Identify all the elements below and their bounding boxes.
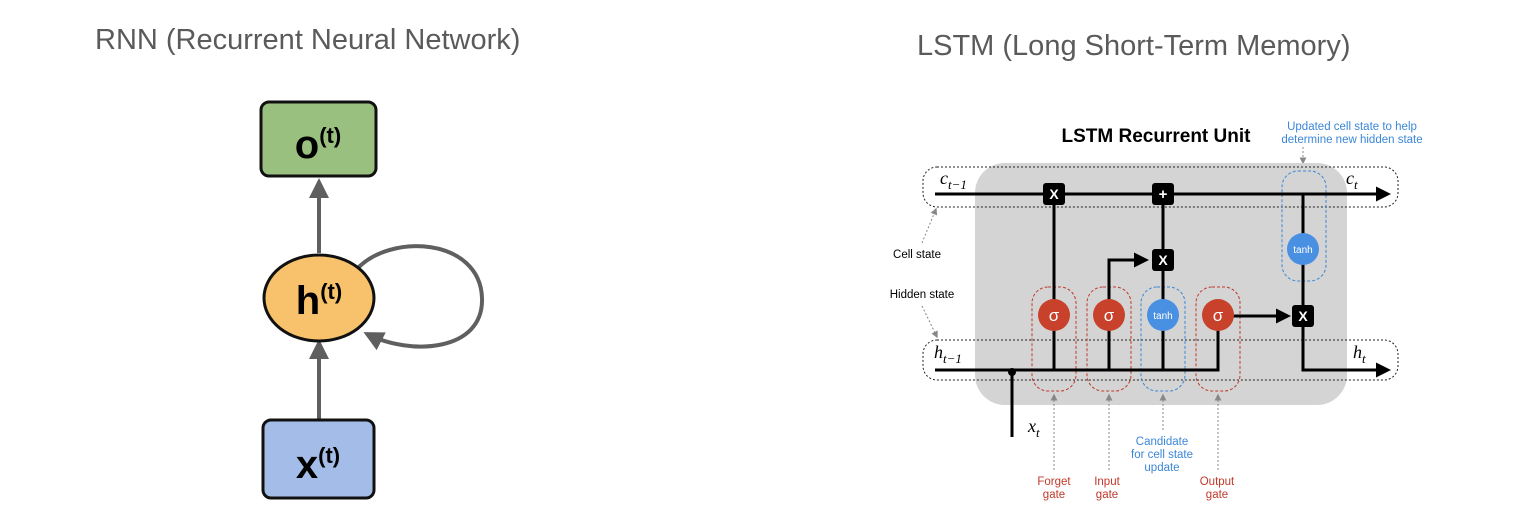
output-node <box>259 100 378 178</box>
input-node <box>261 418 376 500</box>
candidate-tanh-label: tanh <box>1153 311 1172 322</box>
output-gate-label-line1: Output <box>1200 476 1235 488</box>
forget-multiply-op <box>1043 183 1065 205</box>
input-xt-label: xt <box>1027 416 1040 440</box>
hidden-state-track <box>922 339 1399 381</box>
input-node-label: x(t) <box>296 443 340 487</box>
output-gate-label-line2: gate <box>1206 489 1228 501</box>
candidate-tanh <box>1147 299 1179 331</box>
lstm-title: LSTM (Long Short-Term Memory) <box>917 30 1351 62</box>
output-multiply-op <box>1292 305 1314 327</box>
input-sigma-label: σ <box>1104 306 1115 325</box>
cell-state-label: Cell state <box>893 249 941 261</box>
output-sigma-label: σ <box>1213 306 1224 325</box>
lstm-unit-title: LSTM Recurrent Unit <box>1062 126 1252 147</box>
cell-add-op <box>1152 183 1174 205</box>
cell-tanh-label: tanh <box>1293 245 1312 256</box>
recurrent-loop-arrow <box>354 244 485 351</box>
hidden-state-label: Hidden state <box>890 289 955 301</box>
hidden-prev-label: ht−1 <box>934 342 962 366</box>
hidden-node <box>262 253 376 343</box>
input-gate-label-line2: gate <box>1096 489 1118 501</box>
candidate-label-line1: Candidate <box>1136 436 1188 448</box>
cell-add-op-label: + <box>1159 186 1168 203</box>
cell-next-label: ct <box>1346 168 1358 192</box>
lstm-unit-background <box>975 163 1347 405</box>
input-junction-dot <box>1008 368 1016 376</box>
cell-state-pointer <box>921 207 938 244</box>
hidden-output-line <box>1301 316 1391 378</box>
rnn-diagram: o(t) h(t) x(t) <box>259 100 485 500</box>
input-gate-label-line1: Input <box>1094 476 1120 488</box>
forget-gate-label-line1: Forget <box>1037 476 1071 488</box>
candidate-label-line3: update <box>1144 462 1179 474</box>
output-gate-outline <box>1195 286 1241 392</box>
cell-prev-label: ct−1 <box>940 168 967 192</box>
input-multiply-op <box>1152 249 1174 271</box>
hidden-next-label: ht <box>1353 342 1366 366</box>
forget-sigma <box>1038 299 1070 331</box>
hidden-node-label: h(t) <box>296 279 342 323</box>
forget-gate-label-line2: gate <box>1043 489 1065 501</box>
cell-tanh <box>1287 233 1319 265</box>
candidate-label-line2: for cell state <box>1131 449 1193 461</box>
lstm-diagram: LSTM Recurrent Unit Updated cell state t… <box>890 121 1423 501</box>
annotation-top-line2: determine new hidden state <box>1281 134 1422 146</box>
hidden-input-bus <box>935 316 1220 372</box>
output-sigma <box>1202 299 1234 331</box>
hidden-state-pointer <box>921 305 938 339</box>
input-sigma <box>1093 299 1125 331</box>
forget-multiply-op-label: X <box>1049 186 1059 202</box>
forget-sigma-label: σ <box>1049 306 1060 325</box>
input-multiply-op-label: X <box>1158 252 1168 268</box>
rnn-title: RNN (Recurrent Neural Network) <box>95 24 521 56</box>
output-node-label: o(t) <box>295 123 341 167</box>
output-multiply-op-label: X <box>1298 308 1308 324</box>
annotation-top-line1: Updated cell state to help <box>1287 121 1417 133</box>
input-gate-path <box>1107 252 1149 370</box>
cell-state-track <box>922 166 1399 208</box>
